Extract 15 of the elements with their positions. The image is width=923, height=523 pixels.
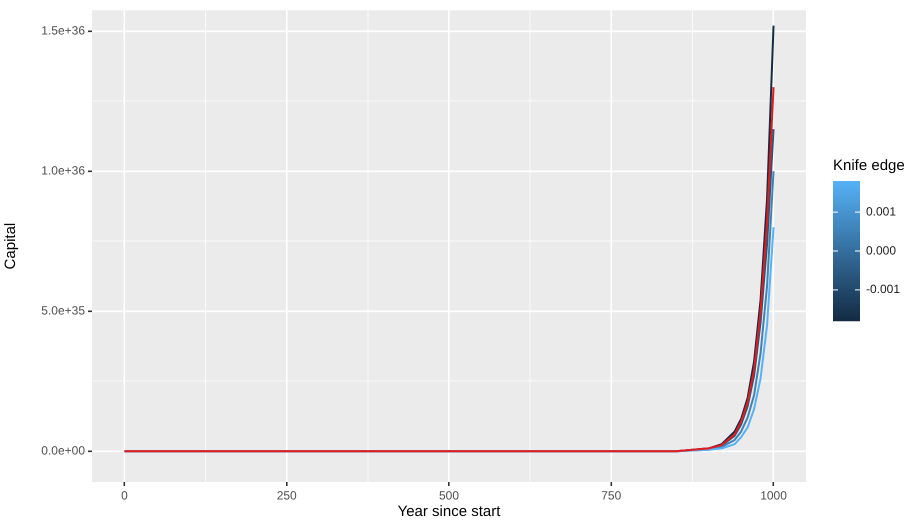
y-tick-label: 0.0e+00	[41, 444, 86, 458]
x-tick-label: 500	[438, 488, 460, 503]
color-bar-title: Knife edge	[833, 157, 905, 174]
y-tick-label: 5.0e+35	[41, 304, 86, 318]
x-tick-label: 750	[601, 488, 622, 503]
x-tick-label: 1000	[760, 488, 788, 503]
y-tick-label: 1.5e+36	[41, 24, 86, 38]
y-tick-label: 1.0e+36	[41, 164, 86, 178]
color-bar-label: 0.000	[866, 243, 896, 258]
x-axis-title: Year since start	[398, 503, 502, 520]
color-bar-label: 0.001	[866, 204, 896, 218]
color-bar-label: -0.001	[866, 282, 900, 296]
y-axis-title: Capital	[2, 222, 20, 270]
x-tick-label: 250	[276, 488, 298, 503]
x-tick-label: 0	[121, 488, 128, 503]
